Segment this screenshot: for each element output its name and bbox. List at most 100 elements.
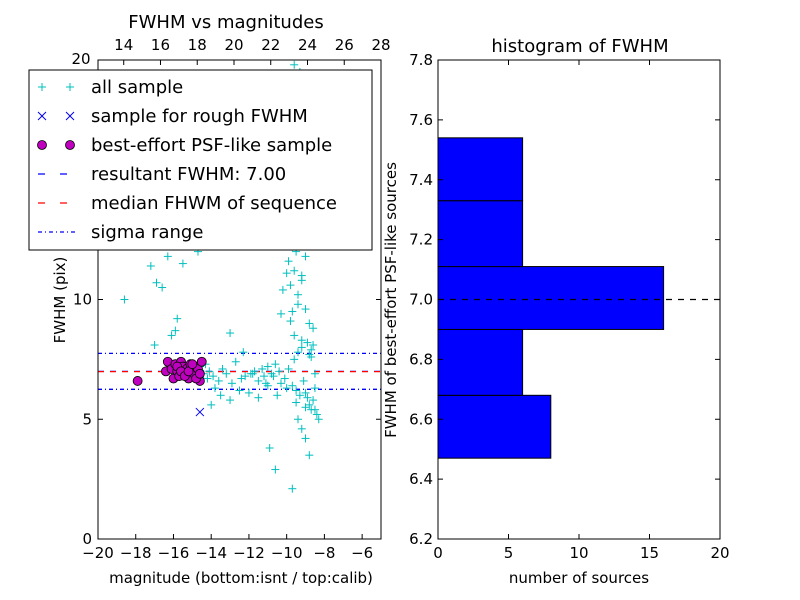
legend-cross-icon — [37, 111, 47, 121]
legend-dot-icon — [37, 140, 47, 150]
x-tick-label: 20 — [710, 544, 729, 562]
series-2-point — [194, 368, 205, 379]
series-0-point — [277, 309, 286, 318]
top-x-tick-label: 16 — [151, 36, 170, 54]
legend-dot-icon — [65, 140, 75, 150]
series-0-point — [282, 269, 291, 278]
series-0-point — [205, 367, 214, 376]
series-0-point — [293, 415, 302, 424]
series-0-point — [173, 314, 182, 323]
series-0-point — [299, 376, 308, 385]
left-chart-title: FWHM vs magnitudes — [128, 12, 323, 33]
y-tick-label: 6.4 — [409, 470, 433, 488]
series-0-point — [310, 384, 319, 393]
series-0-point — [275, 367, 284, 376]
histogram-bar-3 — [438, 200, 524, 268]
series-0-point — [273, 391, 282, 400]
series-0-point — [301, 403, 310, 412]
series-0-point — [265, 443, 274, 452]
series-1-point — [195, 407, 205, 417]
legend-label: median FHWM of sequence — [91, 193, 337, 214]
series-0-point — [305, 319, 314, 328]
series-0-point — [258, 364, 267, 373]
series-0-point — [210, 384, 219, 393]
series-0-point — [309, 341, 318, 350]
series-0-point — [290, 331, 299, 340]
top-x-tick-label: 24 — [298, 36, 317, 54]
series-0-point — [309, 396, 318, 405]
top-x-tick-label: 28 — [371, 36, 390, 54]
y-tick-label: 6.8 — [409, 350, 433, 368]
legend-entry: median FHWM of sequence — [38, 193, 337, 214]
x-tick-label: −6 — [351, 544, 373, 562]
series-0-point — [222, 369, 231, 378]
legend-label: resultant FWHM: 7.00 — [91, 164, 286, 185]
legend-label: sample for rough FWHM — [91, 106, 308, 127]
legend-box — [28, 69, 373, 251]
series-0-point — [214, 376, 223, 385]
series-0-point — [292, 386, 301, 395]
series-0-point — [293, 300, 302, 309]
legend-entry: resultant FWHM: 7.00 — [38, 164, 286, 185]
top-axis-corner-label: 20 — [71, 50, 90, 68]
left-legend: all sample sample for rough FWHM best-effo… — [28, 69, 373, 251]
series-0-point — [203, 374, 212, 383]
series-0-point — [216, 391, 225, 400]
x-tick-label: −12 — [233, 544, 265, 562]
series-0-point — [263, 362, 272, 371]
series-0-point — [301, 388, 310, 397]
x-tick-label: 5 — [504, 544, 514, 562]
y-tick-label: 5 — [82, 410, 92, 428]
left-y-axis-label: FWHM (pix) — [51, 257, 69, 344]
series-0-point — [231, 357, 240, 366]
y-tick-label: 7.2 — [409, 231, 433, 249]
top-x-tick-label: 14 — [114, 36, 133, 54]
y-tick-label: 7.8 — [409, 51, 433, 69]
series-0-point — [295, 391, 304, 400]
series-0-point — [286, 281, 295, 290]
series-0-point — [226, 396, 235, 405]
left-reference-lines — [98, 352, 381, 390]
series-0-point — [305, 451, 314, 460]
series-0-point — [307, 345, 316, 354]
y-tick-label: 6.6 — [409, 410, 433, 428]
legend-label: all sample — [91, 77, 183, 98]
series-0-point — [244, 388, 253, 397]
right-x-axis-label: number of sources — [509, 569, 649, 587]
y-tick-label: 7.0 — [409, 291, 433, 309]
series-0-point — [288, 381, 297, 390]
series-0-point — [293, 348, 302, 357]
series-0-point — [288, 484, 297, 493]
series-0-point — [305, 350, 314, 359]
legend-label: best-effort PSF-like sample — [91, 135, 332, 156]
y-tick-label: 6.2 — [409, 530, 433, 548]
series-0-point — [146, 261, 155, 270]
series-0-point — [309, 324, 318, 333]
series-0-point — [301, 305, 310, 314]
series-0-point — [207, 400, 216, 409]
series-0-point — [218, 364, 227, 373]
series-0-point — [303, 338, 312, 347]
series-0-point — [303, 393, 312, 402]
histogram-bar-4 — [438, 137, 524, 202]
x-tick-label: −16 — [158, 544, 190, 562]
x-tick-label: −10 — [271, 544, 303, 562]
histogram-bar-1 — [438, 328, 524, 396]
series-0-point — [271, 360, 280, 369]
legend-cross-icon — [65, 111, 75, 121]
series-0-point — [178, 259, 187, 268]
series-0-point — [120, 295, 129, 304]
series-0-point — [297, 276, 306, 285]
series-0-point — [269, 372, 278, 381]
series-0-point — [167, 331, 176, 340]
histogram-bars — [438, 137, 665, 459]
y-tick-label: 7.4 — [409, 171, 433, 189]
series-0-point — [293, 290, 302, 299]
series-0-point — [260, 372, 269, 381]
series-0-point — [297, 336, 306, 345]
series-0-point — [254, 376, 263, 385]
right-axis-ticks: 0 5 10 15 20 6.2 6.4 6.6 6.8 7.0 7.2 7.4 7.6 7.8 — [409, 51, 729, 562]
y-tick-label: 10 — [73, 291, 92, 309]
series-0-point — [248, 369, 257, 378]
